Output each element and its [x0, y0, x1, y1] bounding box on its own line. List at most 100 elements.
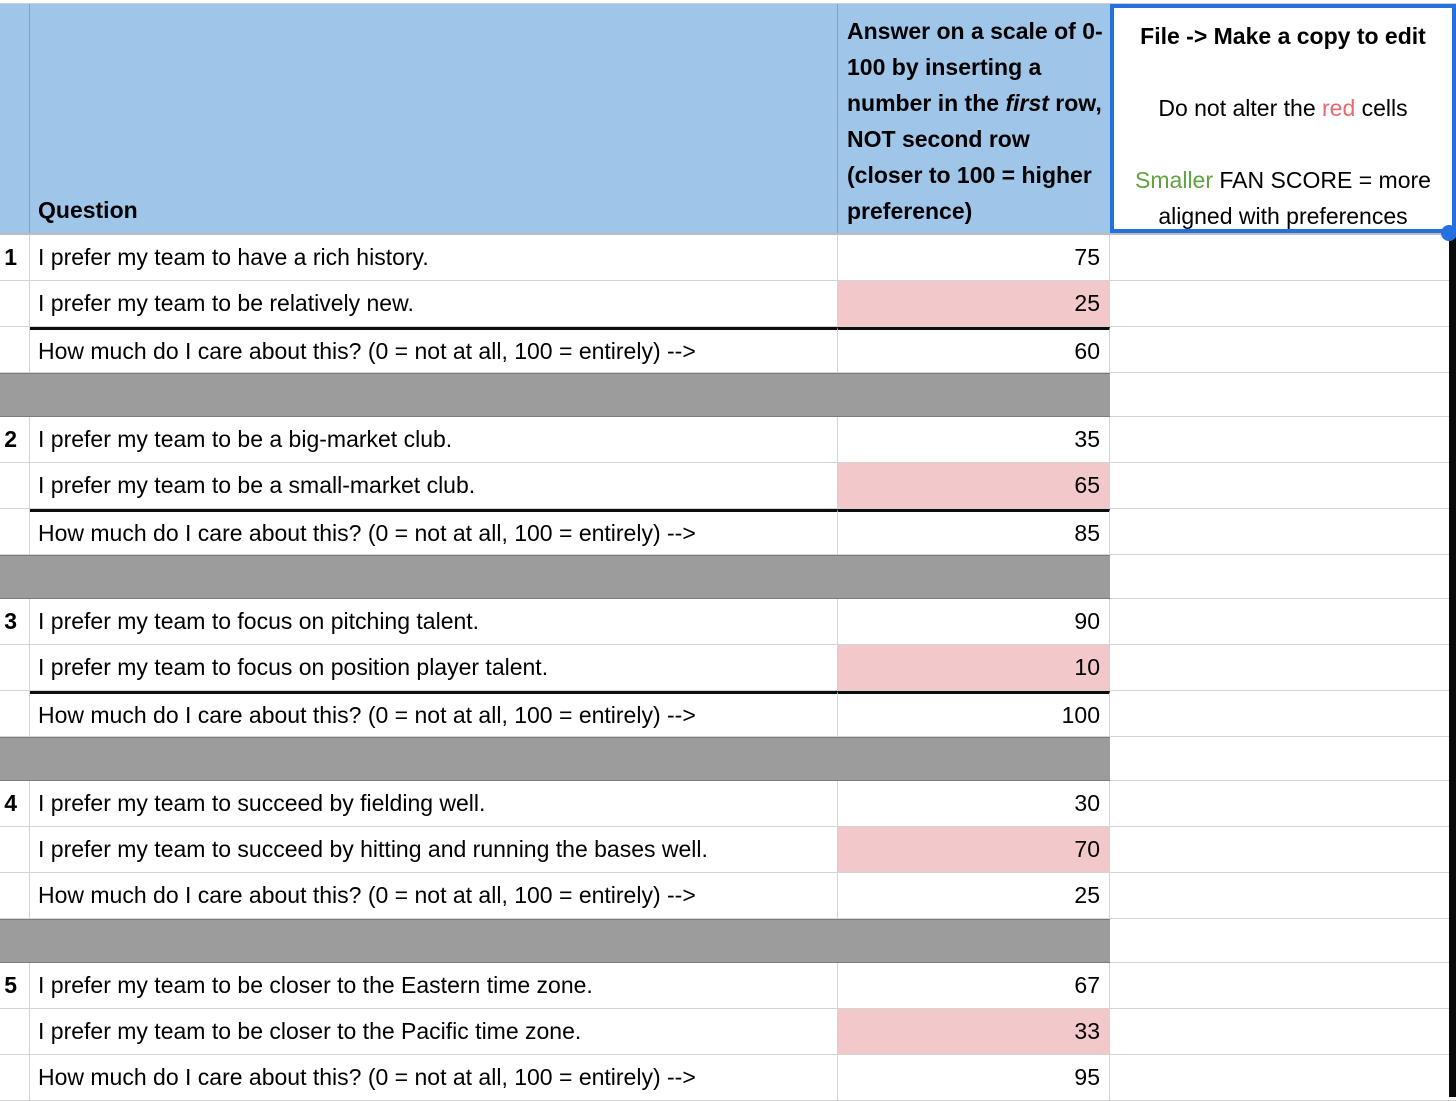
notes-cell[interactable]	[1110, 463, 1456, 509]
statement-cell[interactable]: I prefer my team to be closer to the Pac…	[30, 1009, 838, 1055]
statement-cell[interactable]: I prefer my team to be relatively new.	[30, 281, 838, 327]
row-number-cell[interactable]: 4	[0, 781, 30, 827]
care-value-cell[interactable]: 95	[838, 1055, 1110, 1101]
notes-cell[interactable]	[1110, 1009, 1456, 1055]
row-number-cell[interactable]	[0, 1009, 30, 1055]
notes-gap	[1114, 54, 1452, 90]
row-number-cell[interactable]	[0, 327, 30, 373]
notes-line-red-cells: Do not alter the red cells	[1158, 95, 1408, 121]
care-question-cell[interactable]: How much do I care about this? (0 = not …	[30, 873, 838, 919]
separator-row	[0, 919, 1456, 963]
statement-row-1: 4 I prefer my team to succeed by fieldin…	[0, 781, 1456, 827]
rows-container: 1 I prefer my team to have a rich histor…	[0, 235, 1456, 1101]
row-number-cell[interactable]: 1	[0, 235, 30, 281]
notes-cell[interactable]	[1110, 645, 1456, 691]
statement-cell[interactable]: I prefer my team to succeed by hitting a…	[30, 827, 838, 873]
answer-value-cell[interactable]: 67	[838, 963, 1110, 1009]
notes-cell[interactable]	[1110, 963, 1456, 1009]
statement-row-1: 3 I prefer my team to focus on pitching …	[0, 599, 1456, 645]
care-row: How much do I care about this? (0 = not …	[0, 691, 1456, 737]
answer-value-cell[interactable]: 90	[838, 599, 1110, 645]
statement-row-2: I prefer my team to succeed by hitting a…	[0, 827, 1456, 873]
notes-cell[interactable]	[1110, 919, 1456, 963]
row-number-cell[interactable]: 3	[0, 599, 30, 645]
row-number-cell[interactable]	[0, 1055, 30, 1101]
statement-row-2: I prefer my team to be closer to the Pac…	[0, 1009, 1456, 1055]
answer-value-cell[interactable]: 30	[838, 781, 1110, 827]
notes-cell[interactable]	[1110, 373, 1456, 417]
statement-row-1: 2 I prefer my team to be a big-market cl…	[0, 417, 1456, 463]
answer-value-cell-protected[interactable]: 70	[838, 827, 1110, 873]
row-number-cell[interactable]	[0, 691, 30, 737]
answer-value-cell[interactable]: 75	[838, 235, 1110, 281]
statement-cell[interactable]: I prefer my team to be a small-market cl…	[30, 463, 838, 509]
question-header-label: Question	[38, 197, 138, 223]
care-row: How much do I care about this? (0 = not …	[0, 873, 1456, 919]
care-row: How much do I care about this? (0 = not …	[0, 509, 1456, 555]
smaller-word: Smaller	[1135, 167, 1214, 193]
statement-cell[interactable]: I prefer my team to be a big-market club…	[30, 417, 838, 463]
answer-value-cell-protected[interactable]: 33	[838, 1009, 1110, 1055]
separator-row	[0, 373, 1456, 417]
top-sliver	[0, 0, 1456, 4]
corner-header-cell[interactable]	[0, 4, 30, 233]
statement-cell[interactable]: I prefer my team to have a rich history.	[30, 235, 838, 281]
notes-cell[interactable]	[1110, 509, 1456, 555]
statement-cell[interactable]: I prefer my team to focus on pitching ta…	[30, 599, 838, 645]
answer-value-cell-protected[interactable]: 25	[838, 281, 1110, 327]
row-number-cell[interactable]	[0, 873, 30, 919]
care-question-cell[interactable]: How much do I care about this? (0 = not …	[30, 1055, 838, 1101]
notes-cell[interactable]	[1110, 873, 1456, 919]
notes-cell[interactable]	[1110, 827, 1456, 873]
statement-row-1: 1 I prefer my team to have a rich histor…	[0, 235, 1456, 281]
statement-cell[interactable]: I prefer my team to succeed by fielding …	[30, 781, 838, 827]
row-number-cell[interactable]	[0, 645, 30, 691]
separator-cell[interactable]	[0, 373, 1110, 417]
notes-cell[interactable]	[1110, 599, 1456, 645]
separator-cell[interactable]	[0, 737, 1110, 781]
row-number-cell[interactable]	[0, 827, 30, 873]
care-question-cell[interactable]: How much do I care about this? (0 = not …	[30, 509, 838, 555]
statement-cell[interactable]: I prefer my team to focus on position pl…	[30, 645, 838, 691]
separator-cell[interactable]	[0, 919, 1110, 963]
header-row: Question Answer on a scale of 0-100 by i…	[0, 4, 1456, 235]
statement-row-2: I prefer my team to be relatively new. 2…	[0, 281, 1456, 327]
row-number-cell[interactable]	[0, 509, 30, 555]
right-edge-strip	[1449, 235, 1456, 1097]
notes-cell[interactable]	[1110, 555, 1456, 599]
answer-value-cell-protected[interactable]: 10	[838, 645, 1110, 691]
notes-cell[interactable]	[1110, 691, 1456, 737]
row-number-cell[interactable]: 2	[0, 417, 30, 463]
notes-cell[interactable]	[1110, 235, 1456, 281]
notes-cell[interactable]	[1110, 737, 1456, 781]
separator-cell[interactable]	[0, 555, 1110, 599]
notes-header-cell[interactable]: File -> Make a copy to edit Do not alter…	[1110, 4, 1456, 233]
answer-header-cell[interactable]: Answer on a scale of 0-100 by inserting …	[838, 4, 1110, 233]
statement-row-2: I prefer my team to be a small-market cl…	[0, 463, 1456, 509]
statement-row-2: I prefer my team to focus on position pl…	[0, 645, 1456, 691]
statement-cell[interactable]: I prefer my team to be closer to the Eas…	[30, 963, 838, 1009]
notes-line-fan-score: Smaller FAN SCORE = more	[1135, 167, 1431, 193]
notes-cell[interactable]	[1110, 327, 1456, 373]
care-question-cell[interactable]: How much do I care about this? (0 = not …	[30, 691, 838, 737]
care-value-cell[interactable]: 100	[838, 691, 1110, 737]
answer-value-cell-protected[interactable]: 65	[838, 463, 1110, 509]
red-word: red	[1322, 95, 1356, 121]
answer-value-cell[interactable]: 35	[838, 417, 1110, 463]
separator-row	[0, 737, 1456, 781]
care-question-cell[interactable]: How much do I care about this? (0 = not …	[30, 327, 838, 373]
care-value-cell[interactable]: 25	[838, 873, 1110, 919]
notes-cell[interactable]	[1110, 1055, 1456, 1101]
notes-cell[interactable]	[1110, 281, 1456, 327]
care-value-cell[interactable]: 85	[838, 509, 1110, 555]
care-value-cell[interactable]: 60	[838, 327, 1110, 373]
row-number-cell[interactable]	[0, 463, 30, 509]
selection-handle[interactable]	[1441, 225, 1456, 241]
notes-cell[interactable]	[1110, 417, 1456, 463]
row-number-cell[interactable]: 5	[0, 963, 30, 1009]
row-number-cell[interactable]	[0, 281, 30, 327]
notes-line-make-copy: File -> Make a copy to edit	[1140, 23, 1426, 49]
notes-cell[interactable]	[1110, 781, 1456, 827]
notes-line-aligned: aligned with preferences	[1158, 203, 1408, 229]
question-header-cell[interactable]: Question	[30, 4, 838, 233]
